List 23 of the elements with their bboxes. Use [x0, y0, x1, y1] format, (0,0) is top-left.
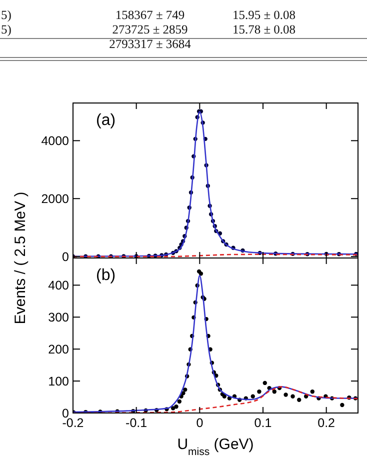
text: 5) [1, 22, 12, 36]
annotation: (a) [96, 112, 116, 129]
x-tick-label: -0.2 [62, 416, 84, 430]
x-tick-label: 0.1 [254, 416, 272, 430]
y-tick-label: 4000 [41, 134, 70, 148]
y-tick-label: 2000 [41, 192, 70, 206]
y-tick-label: 100 [48, 374, 70, 389]
annotation: (b) [96, 267, 116, 284]
y-tick-label: 0 [62, 250, 70, 264]
x-tick-label: 0 [196, 416, 204, 430]
text: 273725 ± 2859 [112, 22, 188, 36]
text: 5) [1, 8, 12, 22]
x-tick-label: 0.2 [318, 416, 336, 430]
x-axis-title: U$_{miss}$ (GeV) [177, 436, 254, 458]
text: 15.95 ± 0.08 [232, 8, 296, 22]
text: 15.78 ± 0.08 [232, 22, 296, 36]
y-tick-label: 200 [48, 342, 70, 357]
y-tick-label: 400 [48, 278, 70, 293]
x-tick-label: -0.1 [126, 416, 148, 430]
y-tick-label: 300 [48, 310, 70, 325]
y-axis-title: Events / ( 2.5 MeV ) [12, 192, 29, 324]
text: 158367 ± 749 [115, 8, 185, 22]
text: 2793317 ± 3684 [109, 37, 192, 51]
